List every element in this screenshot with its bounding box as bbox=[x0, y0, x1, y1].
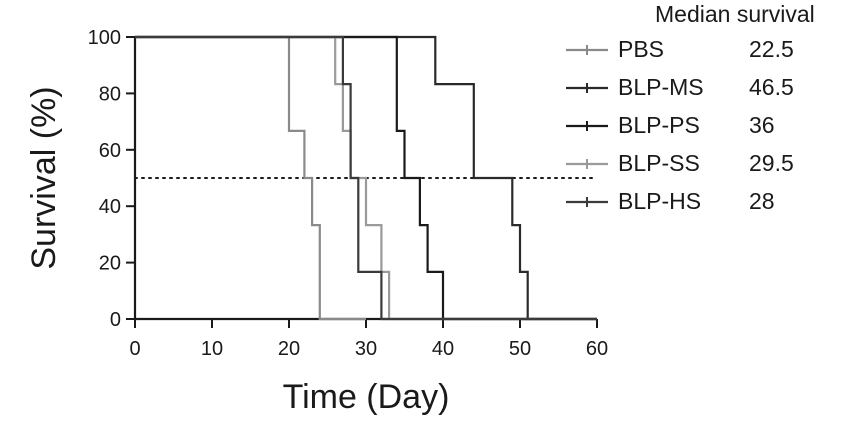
axes-layer: 0 20 40 60 80 100 0 10 20 30 40 50 60 Time (Day) Survi… bbox=[25, 27, 608, 416]
legend-item-pbs: PBS 22.5 bbox=[566, 36, 794, 62]
legend-median-value: 46.5 bbox=[749, 74, 794, 100]
y-tick-label: 100 bbox=[88, 27, 121, 49]
legend-item-blp-ss: BLP-SS 29.5 bbox=[566, 150, 794, 176]
legend-median-value: 28 bbox=[749, 188, 775, 214]
x-tick-label: 30 bbox=[355, 338, 377, 360]
y-axis-title: Survival (%) bbox=[25, 86, 63, 269]
x-tick-label: 0 bbox=[129, 338, 140, 360]
legend-item-blp-ps: BLP-PS 36 bbox=[566, 112, 775, 138]
legend-series-name: BLP-HS bbox=[618, 188, 701, 214]
legend-title: Median survival bbox=[655, 1, 815, 27]
legend-item-blp-hs: BLP-HS 28 bbox=[566, 188, 775, 214]
y-tick-label: 20 bbox=[99, 253, 121, 275]
legend-item-blp-ms: BLP-MS 46.5 bbox=[566, 74, 794, 100]
x-tick-label: 60 bbox=[586, 338, 608, 360]
x-tick-label: 10 bbox=[201, 338, 223, 360]
y-tick-label: 0 bbox=[110, 309, 121, 331]
y-tick-label: 40 bbox=[99, 196, 121, 218]
legend-series-name: PBS bbox=[618, 36, 664, 62]
y-tick-label: 60 bbox=[99, 140, 121, 162]
legend-series-name: BLP-MS bbox=[618, 74, 704, 100]
legend-series-name: BLP-PS bbox=[618, 112, 700, 138]
legend-series-name: BLP-SS bbox=[618, 150, 700, 176]
y-tick-label: 80 bbox=[99, 83, 121, 105]
legend-median-value: 36 bbox=[749, 112, 775, 138]
x-tick-label: 20 bbox=[278, 338, 300, 360]
legend-median-value: 22.5 bbox=[749, 36, 794, 62]
x-tick-label: 40 bbox=[432, 338, 454, 360]
legend-median-value: 29.5 bbox=[749, 150, 794, 176]
legend-layer: Median survival PBS 22.5 BLP-MS 46.5 BLP-PS 36… bbox=[566, 1, 815, 214]
x-tick-label: 50 bbox=[509, 338, 531, 360]
x-axis-title: Time (Day) bbox=[283, 378, 450, 416]
